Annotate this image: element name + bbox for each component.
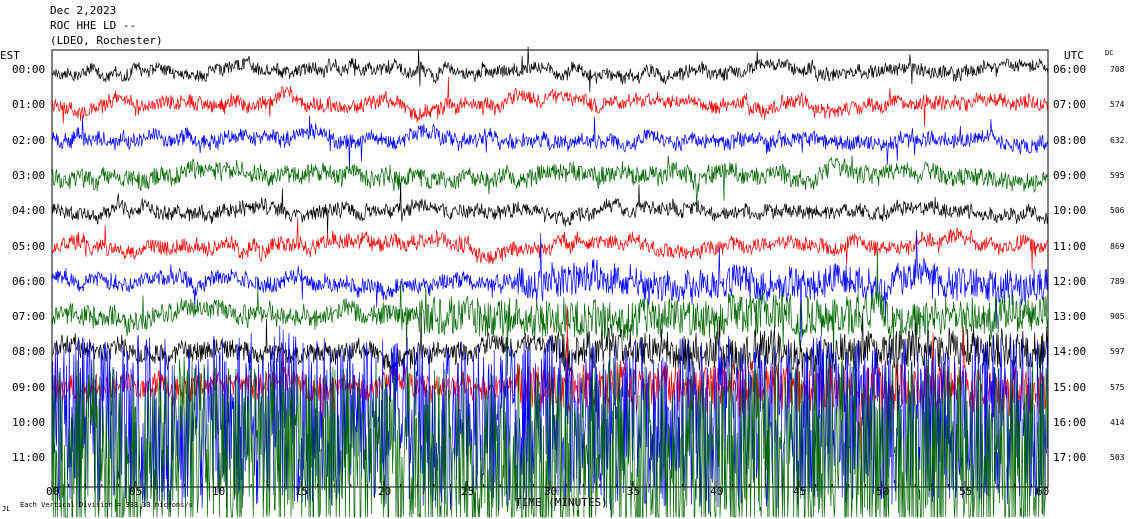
dc-value: 869: [1110, 241, 1125, 251]
est-label: 09:00: [12, 380, 46, 394]
x-tick-label: 25: [461, 485, 475, 498]
est-label: 03:00: [12, 168, 46, 182]
right-axis-label: UTC: [1064, 49, 1084, 62]
est-label: 07:00: [12, 310, 46, 324]
trace-0600: [51, 230, 1049, 343]
est-label: 10:00: [12, 416, 46, 429]
est-label: 08:00: [12, 345, 46, 359]
dc-value: 503: [1110, 453, 1125, 463]
dc-value: 575: [1110, 382, 1125, 392]
utc-label: 06:00: [1053, 63, 1087, 76]
utc-label: 15:00: [1053, 380, 1087, 394]
trace-0100: [51, 76, 1049, 127]
utc-label: 08:00: [1053, 133, 1087, 147]
scale-note: Each Vertical Division = 333.33 microns/…: [20, 501, 193, 509]
trace-0500: [51, 217, 1049, 271]
trace-0300: [51, 155, 1049, 206]
dc-value: 506: [1110, 206, 1125, 216]
x-tick-label: 60: [1036, 485, 1050, 498]
date-label: Dec 2,2023: [50, 4, 117, 17]
dc-value: 905: [1110, 312, 1125, 322]
x-tick-label: 30: [544, 485, 558, 498]
x-tick-label: 50: [876, 485, 890, 498]
x-tick-label: 00: [46, 485, 60, 498]
x-tick-label: 15: [295, 485, 309, 498]
est-label: 01:00: [12, 98, 46, 112]
dc-value: 597: [1110, 347, 1125, 357]
dc-header: DC: [1105, 49, 1114, 57]
trace-0700: [51, 249, 1049, 376]
dc-value: 789: [1110, 276, 1125, 286]
utc-label: 12:00: [1053, 274, 1087, 288]
est-label: 00:00: [12, 63, 46, 76]
network-label: (LDEO, Rochester): [50, 34, 163, 47]
x-axis-ticks: [51, 481, 1049, 487]
x-tick-label: 45: [793, 485, 807, 498]
trace-1000: [51, 325, 1049, 514]
est-label: 11:00: [12, 451, 46, 465]
trace-0200: [51, 115, 1049, 171]
seismic-traces: [51, 46, 1049, 519]
trace-0400: [51, 182, 1049, 236]
utc-label: 09:00: [1053, 168, 1087, 182]
x-tick-label: 55: [959, 485, 973, 498]
trace-1100: [51, 354, 1049, 519]
x-tick-label: 20: [378, 485, 392, 498]
left-axis-label: EST: [0, 49, 20, 62]
dc-value: 414: [1110, 418, 1125, 427]
est-label: 05:00: [12, 239, 46, 253]
x-tick-label: 35: [627, 485, 641, 498]
est-label: 06:00: [12, 274, 46, 288]
x-tick-label: 40: [710, 485, 724, 498]
utc-label: 14:00: [1053, 345, 1087, 359]
corner-mark: JL: [2, 505, 11, 513]
dc-value: 574: [1110, 100, 1125, 110]
dc-value: 632: [1110, 135, 1125, 145]
dc-value: 708: [1110, 65, 1125, 74]
utc-label: 07:00: [1053, 98, 1087, 112]
trace-0000: [51, 46, 1049, 93]
trace-0800: [51, 312, 1049, 422]
utc-label: 17:00: [1053, 451, 1087, 465]
utc-label: 11:00: [1053, 239, 1087, 253]
x-axis-title: TIME (MINUTES): [515, 496, 608, 509]
est-label: 02:00: [12, 133, 46, 147]
est-label: 04:00: [12, 204, 46, 218]
x-tick-label: 05: [129, 485, 143, 498]
utc-label: 10:00: [1053, 204, 1087, 218]
station-label: ROC HHE LD --: [50, 19, 137, 32]
x-tick-label: 10: [212, 485, 226, 498]
dc-value: 595: [1110, 170, 1125, 180]
utc-label: 13:00: [1053, 310, 1087, 324]
utc-label: 16:00: [1053, 416, 1087, 429]
